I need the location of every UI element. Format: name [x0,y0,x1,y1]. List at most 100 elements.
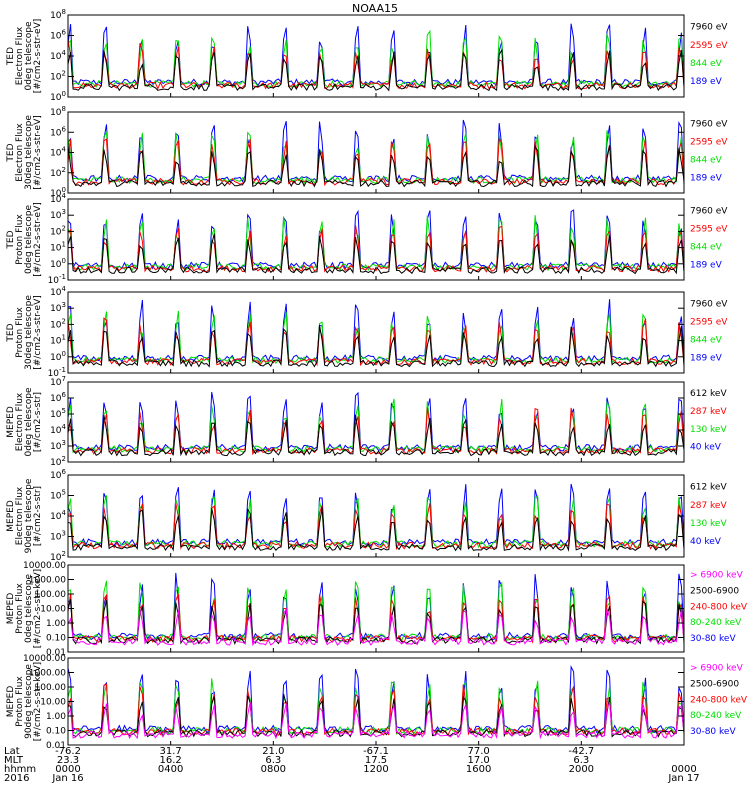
legend-entry: 40 keV [690,537,722,547]
series-1-trace [67,483,685,548]
panel-3: 10-1 100 101 102 103 104 TED Proton Flux 0deg te… [6,192,728,286]
panel-5: 102 103 104 105 106 107 MEPED Electron Flux 0deg… [6,375,727,468]
y-tick-label: 103 [50,530,66,543]
y-tick-label: 101 [50,241,66,254]
legend-entry: 2595 eV [690,317,728,327]
series-4-trace [67,507,685,552]
legend-entry: 844 eV [690,242,723,252]
y-tick-label: 106 [50,125,66,138]
y-axis-label-line: Electron Flux [15,123,25,182]
series-2-trace [67,580,685,643]
legend-entry: 130 keV [690,519,727,529]
y-axis-label-line: TED [6,143,16,162]
series-2-trace [67,130,685,185]
series-3-trace [67,503,685,551]
y-tick-label: 10000.00 [23,654,66,664]
series-3-trace [67,683,685,737]
legend-entry: 2595 eV [690,137,728,147]
legend-entry: 844 eV [690,59,723,69]
y-axis-label-line: [#/cm2-s-str-eV] [33,295,43,370]
legend-entry: 189 eV [690,260,723,270]
legend-entry: 2500-6900 [690,586,739,596]
series-4-trace [67,693,685,738]
y-axis-label-line: Electron Flux [15,26,25,85]
y-tick-label: 1.00 [46,712,66,722]
series-1-trace [67,299,685,363]
legend-entry: 2595 eV [690,224,728,234]
series-2-trace [67,215,685,272]
series-4-trace [67,324,685,368]
legend-entry: 240-800 keV [690,602,748,612]
y-axis-label-line: 0deg telescope [24,21,34,91]
legend-entry: 7960 eV [690,119,728,129]
y-tick-label: 0.01 [46,648,66,658]
y-axis-label-line: TED [6,47,16,66]
legend-entry: 30-80 keV [690,727,736,737]
y-tick-label: 103 [50,439,66,452]
y-axis-label-line: Electron Flux [15,486,25,545]
y-tick-label: 104 [50,49,66,62]
y-tick-label: 10-1 [48,366,66,379]
legend-entry: 189 eV [690,77,723,87]
y-tick-label: 0.01 [46,741,66,751]
series-1-trace [67,391,685,453]
legend-entry: 240-800 keV [690,695,748,705]
series-3-trace [67,137,685,187]
panel-7: 0.01 0.10 1.00 10.00 100.00 1000.00 10000.00 ME… [6,561,748,658]
y-tick-label: 106 [50,29,66,42]
y-axis-label-line: Proton Flux [15,676,25,727]
y-tick-label: 102 [50,455,66,468]
y-tick-label: 102 [50,317,66,330]
series-2-trace [67,495,685,549]
y-axis-label-line: MEPED [6,500,16,532]
y-tick-label: 105 [50,489,66,502]
legend-entry: 80-240 keV [690,618,742,628]
y-tick-label: 100 [50,186,66,199]
y-tick-label: 1.00 [46,619,66,629]
y-axis-label-line: MEPED [6,406,16,438]
legend-entry: 287 keV [690,407,727,417]
y-tick-label: 100.00 [35,683,67,693]
y-tick-label: 104 [50,423,66,436]
y-axis-label-line: 90deg telescope [24,478,34,553]
y-axis-label-line: [#/cm2-s-str-eV] [33,202,43,277]
series-2-trace [67,29,685,89]
legend-entry: 287 keV [690,501,727,511]
panel-8: 0.01 0.10 1.00 10.00 100.00 1000.00 10000.00 ME… [6,654,748,751]
y-tick-label: 103 [50,301,66,314]
y-axis-label-line: 30deg telescope [24,115,34,190]
y-tick-label: 104 [50,192,66,205]
series-4-trace [67,144,685,188]
y-tick-label: 107 [50,375,66,388]
y-tick-label: 10-1 [48,273,66,286]
series-5-trace [67,606,685,647]
y-tick-label: 102 [50,224,66,237]
y-tick-label: 10.00 [40,698,66,708]
y-tick-label: 108 [50,105,66,118]
panel-2: 100 102 104 106 108 TED Electron Flux 30deg tel… [6,105,728,199]
y-axis-label-line: 30deg telescope [24,295,34,370]
y-axis-label-line: [#/cm2-s-str-eV] [33,19,43,94]
series-1-trace [67,209,685,270]
series-4-trace [67,48,685,92]
series-1-trace [67,572,685,641]
series-1-trace [67,23,685,88]
series-5-trace [67,701,685,740]
legend-entry: 7960 eV [690,206,728,216]
y-axis-label-line: Electron Flux [15,392,25,451]
y-axis-label-line: [#/cm2-s-str] [33,486,43,546]
y-tick-label: 10000.00 [23,561,66,571]
legend-entry: 189 eV [690,353,723,363]
y-tick-label: 105 [50,407,66,420]
y-axis-label-line: Proton Flux [15,307,25,358]
y-axis-label-line: 90deg telescope [24,664,34,739]
y-axis-label-line: 0deg telescope [24,574,34,644]
series-3-trace [67,317,685,367]
y-axis-label-line: TED [6,323,16,342]
y-tick-label: 10.00 [40,605,66,615]
legend-entry: > 6900 keV [690,664,744,674]
y-axis-label-line: [#/cm2-s-str-keV] [33,569,43,648]
y-axis-label-line: MEPED [6,686,16,718]
y-tick-label: 100 [50,257,66,270]
